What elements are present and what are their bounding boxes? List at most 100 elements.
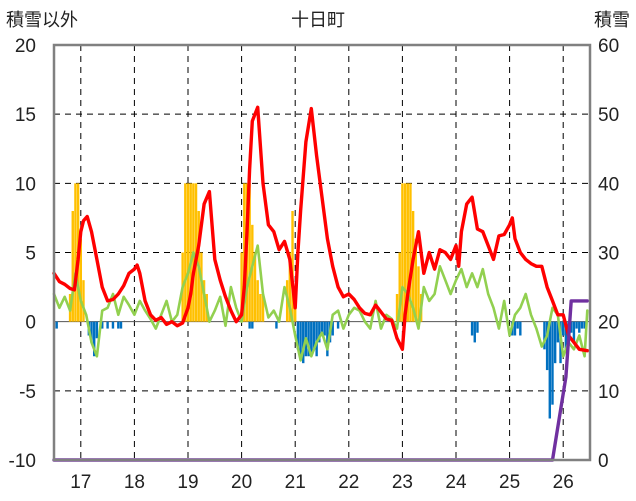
x-tick-label: 23 bbox=[392, 472, 413, 493]
orange-bar bbox=[395, 294, 399, 322]
blue-bar bbox=[564, 321, 568, 350]
blue-bar bbox=[476, 321, 479, 333]
blue-bar bbox=[307, 321, 310, 357]
blue-bar bbox=[580, 321, 584, 329]
x-tick-label: 22 bbox=[338, 472, 359, 493]
right-axis-label: 積雪 bbox=[594, 10, 630, 30]
x-tick-label: 26 bbox=[553, 472, 574, 493]
left-tick-label: -10 bbox=[9, 451, 36, 472]
orange-bar bbox=[200, 252, 203, 322]
blue-bar bbox=[95, 321, 99, 339]
blue-bar bbox=[326, 321, 329, 357]
orange-bar bbox=[184, 183, 187, 322]
right-tick-label: 30 bbox=[598, 244, 619, 265]
red-series-line bbox=[52, 105, 589, 353]
orange-bar bbox=[253, 252, 257, 322]
left-axis-label: 積雪以外 bbox=[6, 10, 78, 30]
blue-bar bbox=[296, 321, 300, 350]
orange-bar bbox=[403, 183, 407, 322]
plot-frame bbox=[52, 43, 592, 462]
blue-bar bbox=[101, 321, 104, 329]
orange-bar bbox=[74, 183, 77, 322]
orange-bar bbox=[291, 211, 294, 322]
blue-bar bbox=[111, 321, 115, 329]
right-tick-label: 60 bbox=[598, 36, 619, 57]
left-tick-label: 10 bbox=[15, 174, 36, 195]
left-tick-label: 0 bbox=[25, 313, 36, 334]
blue-bar bbox=[318, 321, 321, 343]
blue-bar bbox=[275, 321, 278, 329]
blue-bar bbox=[312, 321, 316, 350]
x-tick-label: 25 bbox=[499, 472, 520, 493]
x-tick-label: 17 bbox=[70, 472, 91, 493]
blue-bar bbox=[545, 321, 549, 371]
blue-bar bbox=[331, 321, 334, 336]
orange-bar bbox=[71, 211, 74, 322]
blue-bar bbox=[90, 321, 93, 343]
orange-bar bbox=[251, 224, 254, 322]
x-tick-label: 24 bbox=[445, 472, 467, 493]
blue-bar bbox=[513, 321, 517, 336]
blue-bar bbox=[55, 321, 58, 329]
blue-bar bbox=[310, 321, 313, 357]
x-tick-label: 18 bbox=[124, 472, 145, 493]
x-tick-label: 19 bbox=[177, 472, 198, 493]
blue-bar bbox=[302, 321, 305, 364]
right-tick-label: 0 bbox=[598, 451, 609, 472]
orange-bar bbox=[417, 266, 420, 322]
chart-title: 十日町 bbox=[291, 10, 345, 30]
blue-bar bbox=[323, 321, 326, 336]
blue-bar bbox=[470, 321, 474, 336]
blue-bar bbox=[548, 321, 552, 419]
left-tick-label: 5 bbox=[25, 244, 36, 265]
chart-header: 積雪以外 十日町 積雪 bbox=[6, 10, 630, 30]
blue-bar bbox=[106, 321, 109, 329]
orange-bar bbox=[398, 252, 401, 322]
orange-bar bbox=[240, 252, 243, 322]
blue-bar bbox=[473, 321, 476, 343]
blue-bar bbox=[119, 321, 123, 329]
blue-bar bbox=[553, 321, 557, 364]
x-tick-label: 21 bbox=[285, 472, 306, 493]
blue-bar bbox=[92, 321, 96, 357]
blue-bar bbox=[543, 321, 546, 350]
blue-bar bbox=[572, 321, 576, 343]
blue-bar bbox=[519, 321, 522, 336]
blue-bar bbox=[561, 321, 565, 336]
orange-bar bbox=[261, 294, 265, 322]
blue-bar bbox=[575, 321, 578, 329]
orange-bar bbox=[79, 238, 83, 322]
orange-bar bbox=[256, 280, 259, 322]
orange-bar bbox=[414, 238, 418, 322]
right-tick-label: 20 bbox=[598, 313, 619, 334]
blue-bar bbox=[551, 321, 554, 405]
blue-bar bbox=[299, 321, 302, 357]
orange-bar bbox=[202, 280, 206, 322]
blue-bar bbox=[570, 321, 573, 333]
blue-bar bbox=[583, 321, 586, 329]
orange-bar bbox=[259, 294, 262, 322]
orange-bar bbox=[288, 252, 292, 322]
orange-bar bbox=[82, 280, 85, 322]
left-tick-label: 15 bbox=[15, 105, 36, 126]
blue-bar bbox=[117, 321, 120, 329]
x-tick-label: 20 bbox=[231, 472, 252, 493]
orange-bar bbox=[401, 183, 404, 322]
left-tick-label: 20 bbox=[15, 36, 36, 57]
blue-bar bbox=[556, 321, 560, 343]
plot-border bbox=[52, 43, 592, 462]
blue-bar bbox=[578, 321, 581, 333]
blue-bar bbox=[248, 321, 251, 329]
blue-bar bbox=[516, 321, 519, 329]
orange-bar bbox=[248, 183, 251, 322]
right-tick-label: 40 bbox=[598, 174, 619, 195]
right-tick-label: 10 bbox=[598, 382, 619, 403]
orange-bar bbox=[243, 183, 246, 322]
orange-bar bbox=[186, 183, 190, 322]
orange-bar bbox=[409, 183, 412, 322]
left-tick-label: -5 bbox=[19, 382, 36, 403]
blue-bar bbox=[320, 321, 324, 333]
blue-bar bbox=[336, 321, 340, 329]
